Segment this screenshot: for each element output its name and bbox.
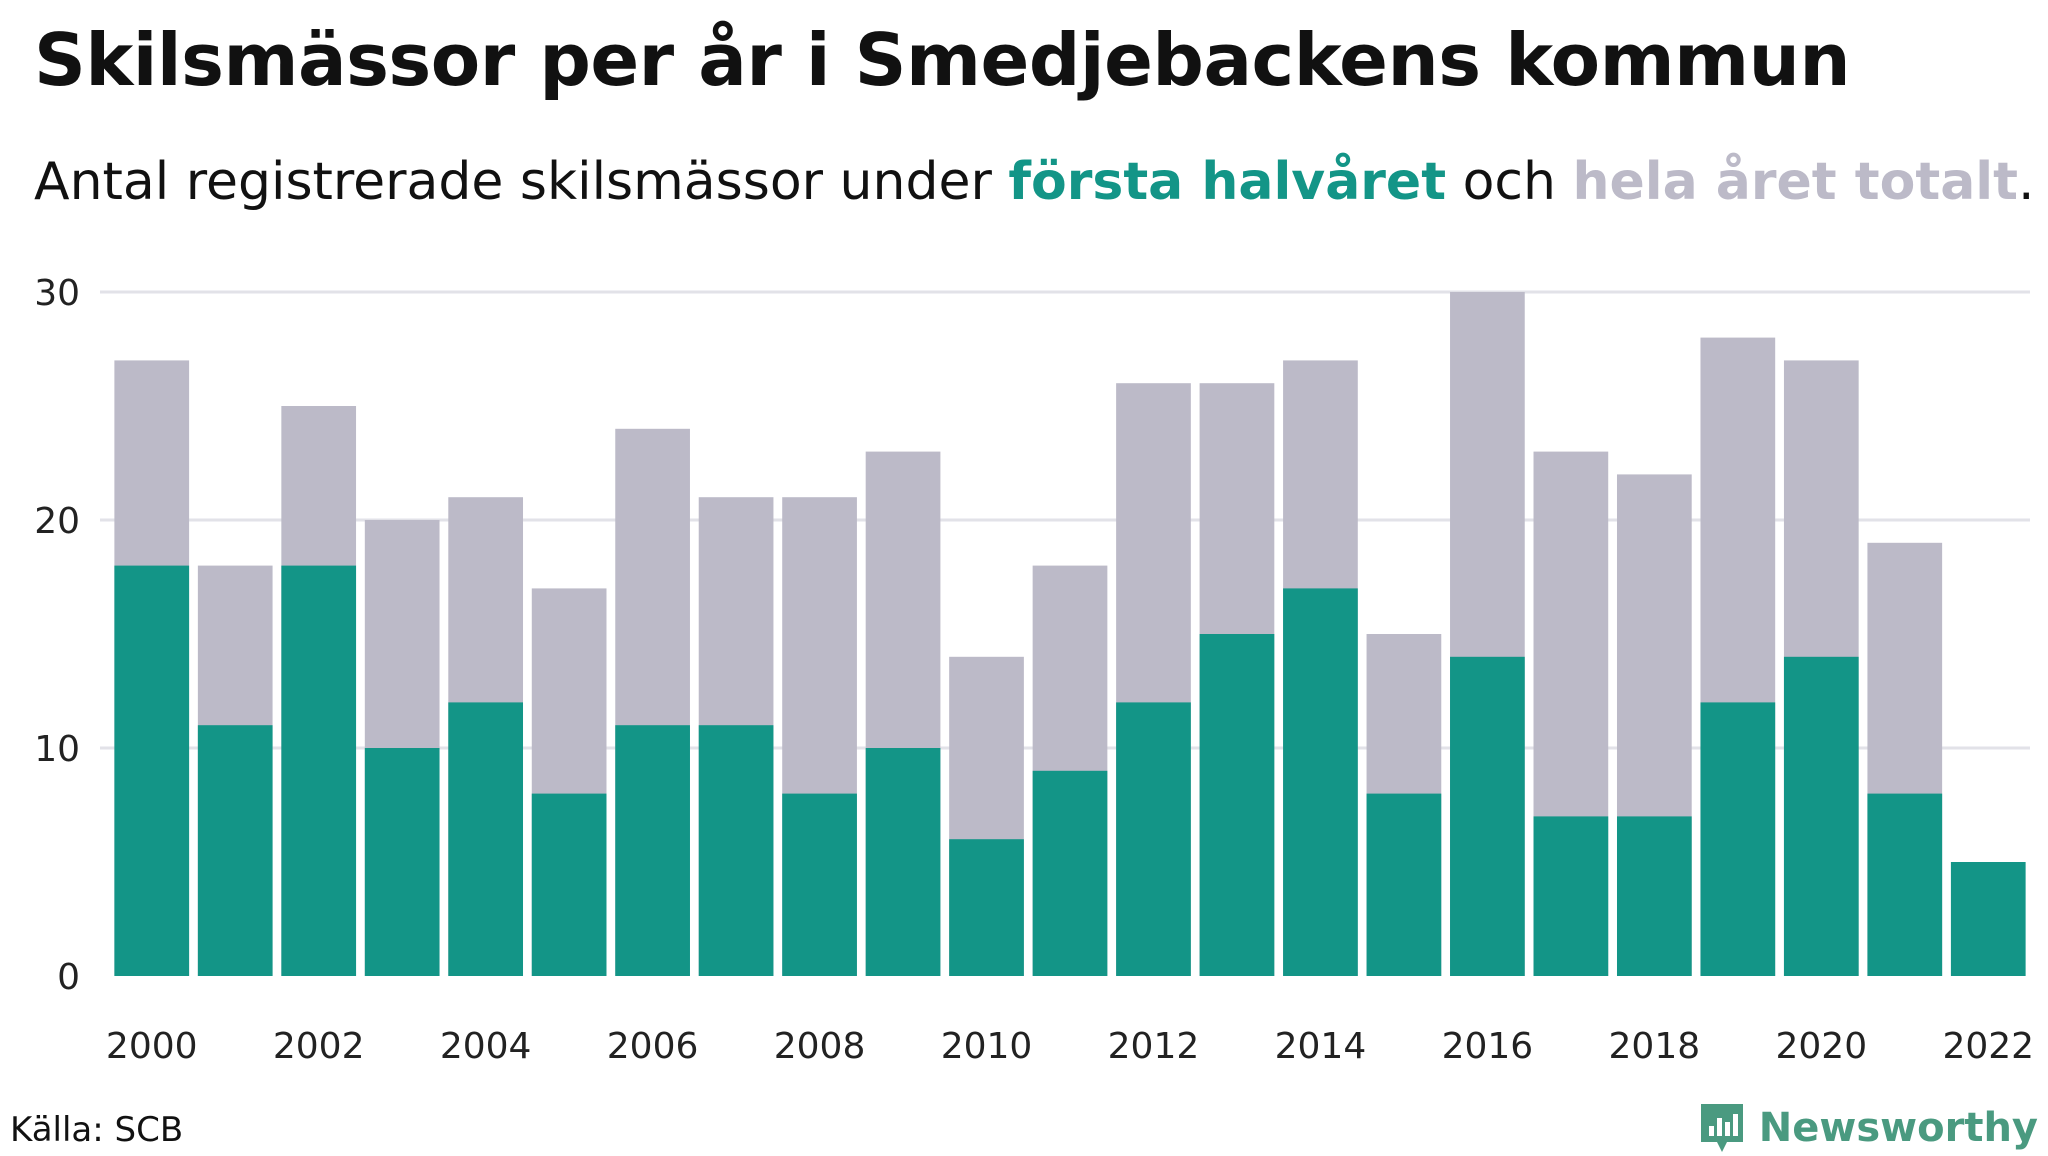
x-tick-label: 2018 [1609, 1026, 1701, 1067]
subtitle-series-full-year: hela året totalt [1572, 152, 2018, 212]
x-tick-label: 2002 [273, 1026, 365, 1067]
bar-first-half-2006 [615, 725, 690, 976]
bar-first-half-2010 [949, 839, 1024, 976]
y-tick-label: 30 [34, 273, 80, 314]
subtitle-prefix: Antal registrerade skilsmässor under [34, 152, 1009, 212]
x-tick-label: 2016 [1442, 1026, 1534, 1067]
x-tick-label: 2008 [774, 1026, 866, 1067]
subtitle-series-first-half: första halvåret [1008, 152, 1447, 212]
bar-first-half-2007 [698, 725, 774, 976]
bar-first-half-2001 [197, 725, 273, 976]
bar-first-half-2011 [1032, 770, 1108, 976]
bar-first-half-2013 [1199, 634, 1275, 976]
x-tick-label: 2014 [1275, 1026, 1367, 1067]
bar-first-half-2018 [1616, 816, 1692, 976]
x-tick-label: 2012 [1108, 1026, 1200, 1067]
bar-first-half-2012 [1116, 702, 1191, 976]
bar-first-half-2002 [281, 565, 357, 976]
bar-first-half-2019 [1700, 702, 1776, 976]
bar-first-half-2005 [531, 793, 607, 976]
source-note: Källa: SCB [10, 1110, 184, 1150]
chart-title: Skilsmässor per år i Smedjebackens kommu… [34, 18, 1851, 102]
x-tick-label: 2000 [106, 1026, 198, 1067]
x-tick-label: 2004 [440, 1026, 532, 1067]
x-tick-label: 2006 [607, 1026, 699, 1067]
y-tick-label: 0 [57, 957, 80, 998]
bars [114, 292, 2026, 977]
x-axis: 2000 2002 2004 2006 2008 2010 2012 2014 2016 2018… [106, 1026, 2034, 1067]
chart-subtitle: Antal registrerade skilsmässor under för… [34, 152, 2035, 212]
bar-first-half-2014 [1283, 588, 1358, 976]
newsworthy-logo-icon [1700, 1104, 1743, 1152]
bar-first-half-2022 [1950, 862, 2026, 976]
bar-first-half-2017 [1533, 816, 1609, 976]
y-axis: 0 10 20 30 [34, 273, 80, 998]
subtitle-middle: och [1446, 152, 1573, 212]
bar-first-half-2003 [364, 748, 440, 976]
bar-first-half-2021 [1867, 793, 1943, 976]
x-tick-label: 2022 [1942, 1026, 2034, 1067]
subtitle-suffix: . [2017, 152, 2035, 212]
y-tick-label: 20 [34, 501, 80, 542]
brand-logo: Newsworthy [1697, 1100, 2038, 1156]
y-tick-label: 10 [34, 729, 80, 770]
bar-first-half-2000 [114, 565, 190, 976]
bar-first-half-2016 [1450, 656, 1525, 976]
x-tick-label: 2010 [941, 1026, 1033, 1067]
bar-first-half-2015 [1366, 793, 1442, 976]
x-tick-label: 2020 [1775, 1026, 1867, 1067]
bar-first-half-2009 [865, 748, 941, 976]
bar-first-half-2008 [782, 793, 857, 976]
brand-name: Newsworthy [1758, 1105, 2038, 1151]
bar-first-half-2020 [1783, 656, 1859, 976]
bar-first-half-2004 [448, 702, 524, 976]
